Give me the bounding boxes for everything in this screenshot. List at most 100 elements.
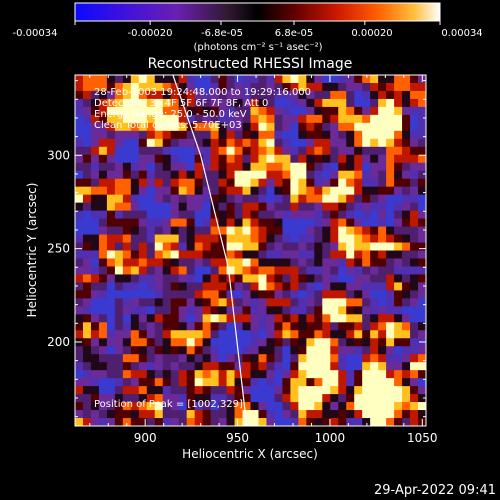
heatmap-cell bbox=[410, 258, 419, 268]
heatmap-cell bbox=[202, 250, 212, 260]
heatmap-cell bbox=[346, 330, 355, 339]
heatmap-cell bbox=[418, 266, 426, 276]
heatmap-cell bbox=[274, 178, 284, 188]
heatmap-cell bbox=[226, 346, 236, 355]
heatmap-cell bbox=[346, 210, 355, 220]
heatmap-cell bbox=[178, 226, 188, 236]
heatmap-cell bbox=[202, 298, 212, 307]
heatmap-cell bbox=[234, 226, 244, 236]
heatmap-cell bbox=[186, 218, 196, 228]
heatmap-cell bbox=[202, 218, 212, 228]
heatmap-cell bbox=[82, 314, 92, 323]
heatmap-cell bbox=[75, 114, 84, 124]
heatmap-cell bbox=[194, 234, 204, 244]
heatmap-cell bbox=[362, 386, 371, 395]
heatmap-cell bbox=[314, 386, 323, 395]
y-tick-label: 300 bbox=[47, 148, 70, 162]
heatmap-cell bbox=[242, 354, 252, 363]
heatmap-cell bbox=[418, 242, 426, 252]
heatmap-cell bbox=[370, 75, 379, 84]
heatmap-cell bbox=[274, 170, 284, 180]
heatmap-cell bbox=[162, 258, 172, 268]
heatmap-cell bbox=[242, 234, 252, 244]
heatmap-cell bbox=[290, 146, 299, 156]
heatmap-cell bbox=[178, 82, 188, 92]
heatmap-cell bbox=[186, 178, 196, 188]
heatmap-cell bbox=[234, 378, 244, 387]
heatmap-cell bbox=[314, 378, 323, 387]
heatmap-cell bbox=[170, 338, 180, 347]
heatmap-cell bbox=[242, 122, 252, 132]
heatmap-cell bbox=[370, 90, 379, 100]
heatmap-cell bbox=[306, 274, 315, 284]
heatmap-cell bbox=[170, 258, 180, 268]
heatmap-cell bbox=[90, 410, 100, 419]
heatmap-cell bbox=[274, 130, 284, 140]
heatmap-cell bbox=[75, 170, 84, 180]
heatmap-cell bbox=[314, 106, 323, 116]
heatmap-cell bbox=[250, 178, 260, 188]
heatmap-cell bbox=[178, 75, 188, 84]
heatmap-cell bbox=[322, 114, 331, 124]
heatmap-cell bbox=[378, 90, 387, 100]
heatmap-cell bbox=[298, 402, 307, 411]
heatmap-cell bbox=[234, 122, 244, 132]
heatmap-cell bbox=[378, 322, 387, 331]
heatmap-cell bbox=[298, 290, 307, 299]
heatmap-cell bbox=[418, 194, 426, 204]
heatmap-cell bbox=[122, 90, 132, 100]
heatmap-cell bbox=[346, 306, 355, 315]
heatmap-cell bbox=[290, 330, 299, 339]
heatmap-cell bbox=[306, 186, 315, 196]
heatmap-cell bbox=[194, 218, 204, 228]
heatmap-cell bbox=[242, 98, 252, 108]
heatmap-cell bbox=[178, 378, 188, 387]
heatmap-cell bbox=[106, 266, 116, 276]
heatmap-cell bbox=[402, 186, 411, 196]
heatmap-cell bbox=[90, 234, 100, 244]
heatmap-cell bbox=[378, 170, 387, 180]
heatmap-cell bbox=[226, 218, 236, 228]
heatmap-cell bbox=[82, 354, 92, 363]
heatmap-cell bbox=[290, 218, 299, 228]
heatmap-cell bbox=[162, 114, 172, 124]
heatmap-cell bbox=[338, 218, 347, 228]
heatmap-cell bbox=[266, 282, 276, 291]
heatmap-cell bbox=[178, 282, 188, 291]
heatmap-cell bbox=[242, 242, 252, 252]
heatmap-cell bbox=[250, 338, 260, 347]
heatmap-cell bbox=[114, 330, 124, 339]
heatmap-cell bbox=[250, 82, 260, 92]
heatmap-cell bbox=[306, 98, 315, 108]
heatmap-cell bbox=[98, 314, 108, 323]
heatmap-cell bbox=[202, 386, 212, 395]
heatmap-cell bbox=[234, 258, 244, 268]
heatmap-cell bbox=[106, 130, 116, 140]
heatmap-cell bbox=[130, 146, 140, 156]
heatmap-cell bbox=[250, 354, 260, 363]
heatmap-cell bbox=[266, 234, 276, 244]
heatmap-cell bbox=[394, 154, 403, 164]
heatmap-cell bbox=[274, 218, 284, 228]
heatmap-cell bbox=[210, 98, 220, 108]
heatmap-cell bbox=[258, 322, 268, 331]
heatmap-cell bbox=[338, 362, 347, 371]
heatmap-cell bbox=[146, 146, 156, 156]
heatmap-cell bbox=[346, 394, 355, 403]
heatmap-cell bbox=[282, 98, 291, 108]
heatmap-cell bbox=[106, 306, 116, 315]
heatmap-cell bbox=[170, 250, 180, 260]
heatmap-cell bbox=[394, 146, 403, 156]
heatmap-cell bbox=[202, 186, 212, 196]
heatmap-cell bbox=[210, 130, 220, 140]
heatmap-cell bbox=[106, 394, 116, 403]
heatmap-cell bbox=[170, 314, 180, 323]
heatmap-cell bbox=[178, 178, 188, 188]
heatmap-cell bbox=[306, 178, 315, 188]
heatmap-cell bbox=[362, 266, 371, 276]
heatmap-cell bbox=[170, 394, 180, 403]
heatmap-cell bbox=[138, 122, 148, 132]
heatmap-cell bbox=[274, 75, 284, 84]
colorbar-tick-label: 0.00020 bbox=[351, 28, 392, 39]
